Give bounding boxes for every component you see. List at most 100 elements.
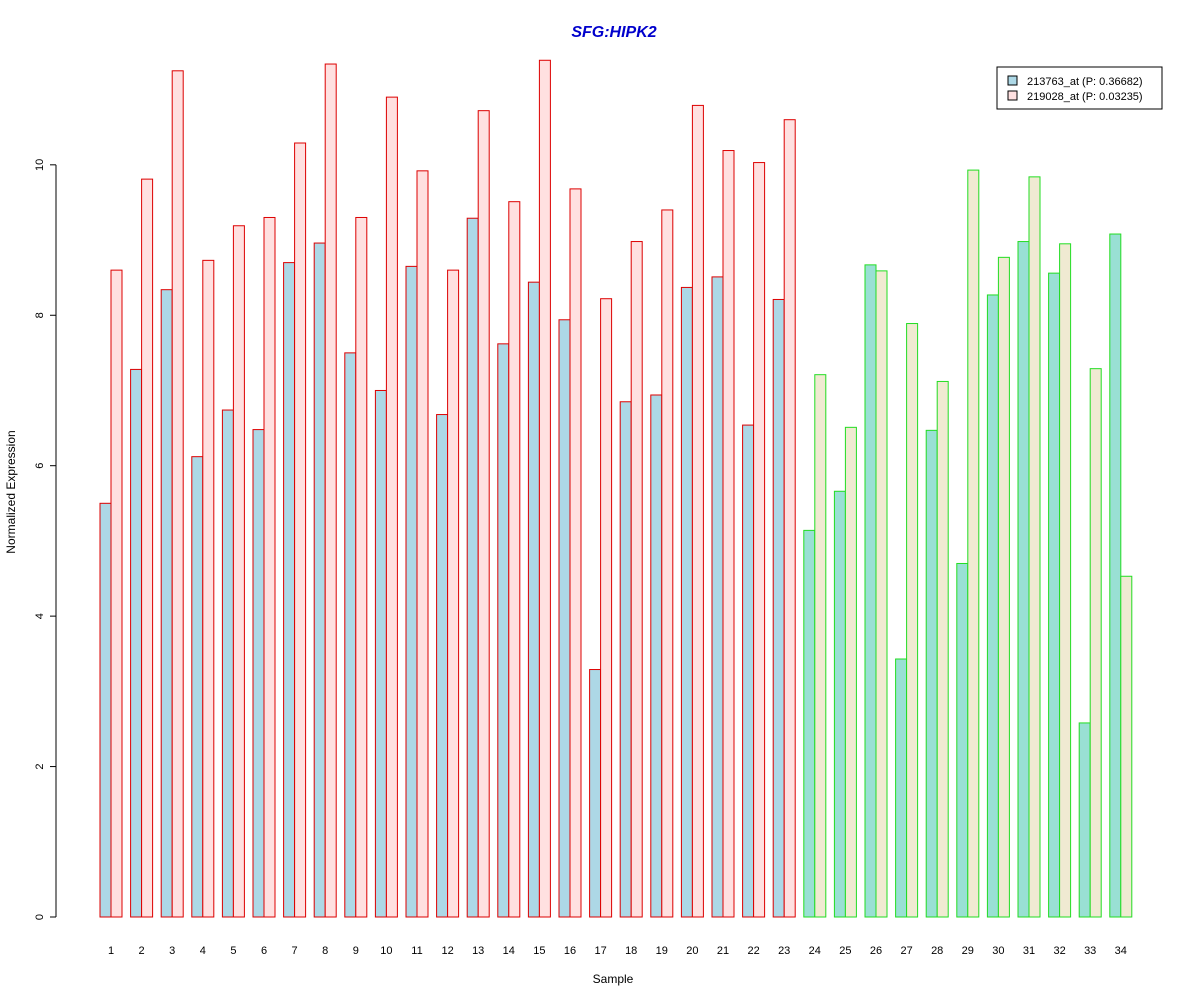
x-tick-label: 9	[353, 945, 359, 957]
bar-219028-at	[997, 256, 1010, 918]
bar-213763-at	[1078, 722, 1091, 918]
bar-213763-at	[1017, 241, 1030, 918]
bar-213763-at	[558, 319, 571, 918]
x-tick-label: 19	[656, 945, 668, 957]
bar-213763-at	[680, 286, 693, 918]
bar-213763-at	[252, 429, 265, 918]
chart-title: SFG:HIPK2	[571, 24, 656, 41]
x-tick-label: 30	[992, 945, 1004, 957]
bar-219028-at	[294, 142, 307, 918]
x-tick-label: 12	[441, 945, 453, 957]
bar-213763-at	[895, 658, 908, 918]
bar-213763-at	[221, 409, 234, 918]
y-tick-label: 6	[34, 463, 46, 469]
bar-219028-at	[508, 201, 521, 918]
x-tick-label: 15	[533, 945, 545, 957]
bar-213763-at	[772, 298, 785, 918]
bar-219028-at	[385, 96, 398, 918]
y-tick-label: 8	[34, 312, 46, 318]
bar-219028-at	[141, 178, 154, 918]
bar-213763-at	[803, 529, 816, 918]
bar-213763-at	[527, 281, 540, 918]
bar-219028-at	[844, 426, 857, 918]
bar-213763-at	[925, 429, 938, 918]
bar-213763-at	[99, 502, 112, 918]
x-tick-label: 20	[686, 945, 698, 957]
bar-219028-at	[477, 110, 490, 918]
y-axis-label: Normalized Expression	[4, 430, 18, 553]
bar-219028-at	[875, 270, 888, 918]
bar-213763-at	[711, 276, 724, 918]
bar-219028-at	[1028, 176, 1041, 918]
bar-213763-at	[374, 389, 387, 918]
bar-213763-at	[497, 343, 510, 918]
bar-219028-at	[661, 209, 674, 918]
bar-213763-at	[160, 289, 173, 918]
bar-219028-at	[1089, 368, 1102, 918]
x-tick-label: 31	[1023, 945, 1035, 957]
bar-213763-at	[742, 424, 755, 918]
bar-219028-at	[263, 216, 276, 918]
bar-213763-at	[466, 217, 479, 918]
x-tick-labels: 1 2 3 4 5 6 7 8 9 10 11 12 13 14 15 16 17 18 19 20 21 22 23 24 2…	[108, 945, 1127, 957]
x-tick-label: 3	[169, 945, 175, 957]
bar-219028-at	[1059, 243, 1072, 918]
bar-219028-at	[722, 150, 735, 918]
bar-213763-at	[956, 562, 969, 918]
x-tick-label: 6	[261, 945, 267, 957]
bar-219028-at	[691, 104, 704, 918]
x-tick-label: 22	[747, 945, 759, 957]
bar-219028-at	[355, 216, 368, 918]
x-tick-label: 33	[1084, 945, 1096, 957]
bar-219028-at	[416, 170, 429, 918]
legend-box	[996, 66, 1163, 110]
y-tick-label: 0	[34, 914, 46, 920]
y-axis: 0 2 4 6 8 10	[34, 159, 57, 920]
x-tick-label: 7	[292, 945, 298, 957]
x-tick-label: 27	[900, 945, 912, 957]
bar-219028-at	[232, 225, 245, 918]
y-tick-label: 4	[34, 613, 46, 619]
bar-219028-at	[906, 323, 919, 918]
x-tick-label: 4	[200, 945, 206, 957]
bar-219028-at	[447, 269, 460, 918]
legend-swatch-series-1	[1007, 75, 1018, 86]
bar-219028-at	[967, 169, 980, 918]
bar-213763-at	[986, 294, 999, 918]
bar-219028-at	[630, 241, 643, 918]
bar-213763-at	[619, 401, 632, 918]
bar-219028-at	[783, 119, 796, 918]
bar-213763-at	[283, 262, 296, 918]
y-tick-label: 2	[34, 764, 46, 770]
bar-213763-at	[650, 394, 663, 918]
bar-213763-at	[1109, 233, 1122, 918]
x-tick-label: 11	[411, 945, 422, 957]
x-tick-label: 8	[322, 945, 328, 957]
bar-213763-at	[864, 264, 877, 918]
bar-213763-at	[191, 456, 204, 918]
x-tick-label: 2	[139, 945, 145, 957]
bar-219028-at	[171, 70, 184, 918]
bar-213763-at	[436, 414, 449, 918]
x-tick-label: 23	[778, 945, 790, 957]
x-tick-label: 13	[472, 945, 484, 957]
x-axis-label: Sample	[593, 972, 634, 986]
bar-219028-at	[600, 298, 613, 918]
x-tick-label: 21	[717, 945, 729, 957]
x-tick-label: 18	[625, 945, 637, 957]
x-tick-label: 25	[839, 945, 851, 957]
x-tick-label: 17	[594, 945, 606, 957]
bar-219028-at	[538, 59, 551, 918]
bar-219028-at	[202, 259, 215, 918]
bar-219028-at	[324, 63, 337, 918]
bar-219028-at	[1120, 575, 1133, 918]
bars-group	[99, 59, 1133, 918]
bar-213763-at	[833, 490, 846, 918]
x-tick-label: 28	[931, 945, 943, 957]
bar-213763-at	[344, 352, 357, 918]
bar-219028-at	[814, 374, 827, 918]
x-tick-label: 32	[1053, 945, 1065, 957]
bar-219028-at	[110, 269, 123, 918]
